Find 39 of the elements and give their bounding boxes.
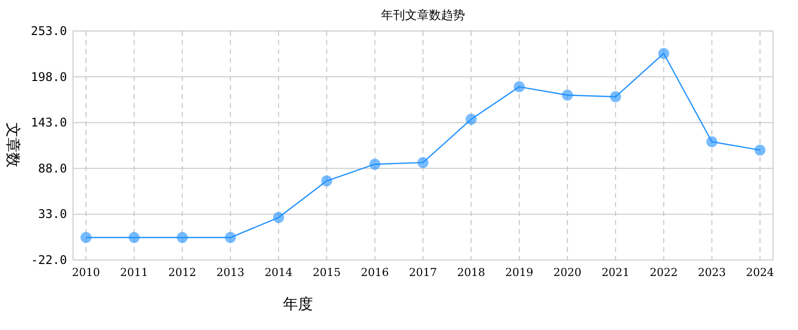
x-tick-label: 2024 bbox=[746, 266, 774, 279]
chart-title: 年刊文章数趋势 bbox=[381, 8, 465, 22]
x-tick-label: 2019 bbox=[505, 266, 534, 279]
x-axis-title: 年度 bbox=[283, 295, 313, 313]
y-axis-title: 文章数 bbox=[4, 122, 22, 168]
y-tick-label: 88.0 bbox=[38, 161, 67, 176]
y-tick-label: 33.0 bbox=[38, 207, 67, 222]
x-tick-label: 2014 bbox=[264, 266, 293, 279]
x-tick-label: 2015 bbox=[312, 266, 341, 279]
point bbox=[754, 144, 766, 156]
point bbox=[176, 232, 188, 244]
x-tick-label: 2012 bbox=[168, 266, 196, 279]
x-tick-label: 2016 bbox=[360, 266, 389, 279]
x-tick-label: 2022 bbox=[650, 266, 678, 279]
y-tick-label: -22.0 bbox=[30, 253, 67, 267]
x-tick-label: 2023 bbox=[698, 266, 726, 279]
y-tick-label: 198.0 bbox=[30, 70, 67, 84]
point bbox=[514, 81, 525, 92]
x-tick-label: 2010 bbox=[72, 266, 100, 279]
point bbox=[80, 232, 92, 244]
point bbox=[610, 91, 622, 102]
point bbox=[562, 90, 573, 101]
y-tick-label: 253.0 bbox=[30, 24, 67, 38]
x-tick-label: 2021 bbox=[602, 266, 630, 279]
x-tick-label: 2013 bbox=[216, 266, 244, 279]
x-tick-label: 2020 bbox=[553, 266, 582, 279]
point bbox=[224, 232, 236, 244]
x-tick-label: 2017 bbox=[409, 266, 437, 279]
y-tick-label: 143.0 bbox=[30, 116, 67, 130]
point bbox=[418, 157, 428, 168]
point bbox=[658, 48, 670, 59]
point bbox=[369, 158, 380, 170]
x-tick-label: 2018 bbox=[457, 266, 486, 279]
x-tick-label: 2011 bbox=[120, 266, 148, 279]
point bbox=[321, 175, 332, 186]
point bbox=[273, 212, 284, 224]
point bbox=[706, 136, 718, 148]
point bbox=[466, 114, 477, 125]
point bbox=[128, 232, 140, 244]
